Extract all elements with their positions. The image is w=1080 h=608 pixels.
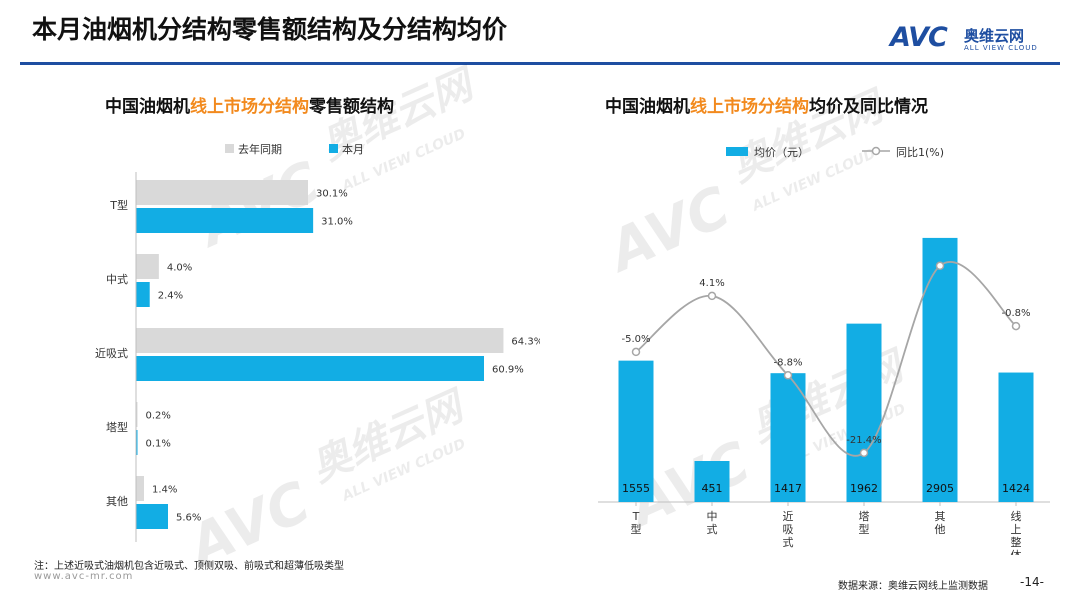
bar (770, 373, 806, 502)
legend-label: 同比1(%) (896, 146, 944, 159)
avc-logo: AVC 奥维云网 ALL VIEW CLOUD (890, 22, 1060, 56)
data-label: 0.2% (146, 411, 171, 422)
legend-swatch (726, 147, 748, 156)
line-point (1011, 321, 1021, 331)
legend-label: 去年同期 (238, 142, 282, 156)
data-label: 1.4% (152, 485, 177, 496)
category-label: 塔型 (106, 420, 128, 434)
data-label: 4.0% (167, 263, 192, 274)
right-chart-title-pre: 中国油烟机 (605, 97, 690, 117)
line-point (783, 371, 793, 380)
bar (998, 372, 1034, 502)
bar-value-label: 1424 (1002, 482, 1030, 495)
category-label: 近吸式 (95, 347, 128, 360)
line-data-label: -0.8% (1001, 308, 1030, 319)
line-data-label: -5.0% (621, 334, 650, 345)
line-data-label: 4.1% (699, 278, 724, 289)
data-label: 60.9% (492, 365, 524, 376)
line-point (631, 347, 641, 357)
page-number: -14- (1020, 575, 1044, 589)
data-label: 31.0% (321, 217, 353, 228)
left-chart-title-highlight: 线上市场分结构 (190, 97, 309, 117)
category-label: 其他 (935, 510, 946, 536)
left-chart-title-post: 零售额结构 (309, 97, 394, 117)
line-point (935, 261, 945, 271)
category-label: 塔型 (859, 510, 870, 536)
logo-en-text: ALL VIEW CLOUD (964, 44, 1038, 52)
bar (694, 461, 730, 502)
category-label: 中式 (707, 510, 718, 536)
line-data-label: -21.4% (846, 435, 881, 446)
page-title: 本月油烟机分结构零售额结构及分结构均价 (32, 15, 508, 44)
legend-label: 均价（元） (754, 146, 809, 159)
legend-marker (871, 146, 881, 156)
legend-swatch (329, 144, 338, 153)
bar-value-label: 1555 (622, 482, 650, 495)
bar (136, 356, 484, 381)
right-chart-title: 中国油烟机线上市场分结构均价及同比情况 (605, 92, 928, 117)
data-label: 30.1% (316, 189, 348, 200)
footnote: 注：上述近吸式油烟机包含近吸式、顶侧双吸、前吸式和超薄低吸类型 (34, 561, 344, 572)
data-label: 64.3% (511, 337, 540, 348)
bar-value-label: 2905 (926, 482, 954, 495)
legend-swatch (225, 144, 234, 153)
bar (136, 328, 504, 353)
category-label: 近吸式 (783, 510, 794, 549)
data-source: 数据来源：奥维云网线上监测数据 (838, 581, 988, 592)
line-point (707, 291, 717, 301)
bar (136, 430, 138, 455)
right-chart-title-post: 均价及同比情况 (809, 97, 928, 117)
data-label: 0.1% (146, 439, 171, 450)
title-divider (20, 62, 1060, 65)
bar (846, 323, 882, 502)
left-chart-title: 中国油烟机线上市场分结构零售额结构 (105, 92, 394, 117)
logo-mark: AVC (890, 22, 948, 53)
bar (136, 180, 308, 205)
site-url: www.avc-mr.com (34, 571, 134, 582)
bar (136, 282, 150, 307)
bar (618, 360, 654, 502)
price-combo-chart: 均价（元） 同比1(%) 1555 T 型 451 中式 1417 近吸式 1962 塔型 2905 其… (598, 146, 1050, 555)
bar-value-label: 451 (702, 482, 723, 495)
category-label: 线上整体 (1011, 509, 1022, 555)
bar (136, 208, 314, 233)
bar (136, 254, 159, 279)
line-data-label: -8.8% (773, 357, 802, 368)
share-bar-chart: 去年同期 本月 T型 30.1% 31.0% 中式 4.0% 2.4% 近吸式 64.3% 60.9… (95, 142, 540, 542)
bar-value-label: 1962 (850, 482, 878, 495)
right-chart-title-highlight: 线上市场分结构 (690, 97, 809, 117)
bar (136, 402, 138, 427)
category-label: T型 (109, 198, 128, 212)
legend-label: 本月 (342, 142, 364, 156)
data-label: 5.6% (176, 513, 201, 524)
logo-cn-text: 奥维云网 (964, 27, 1025, 45)
bar (922, 237, 958, 502)
category-label: 其他 (106, 495, 128, 508)
left-chart-title-pre: 中国油烟机 (105, 97, 190, 117)
line-point (859, 448, 869, 458)
category-label: 中式 (106, 273, 128, 286)
bar (136, 504, 168, 529)
yoy-line (635, 261, 1017, 457)
bar-value-label: 1417 (774, 482, 802, 495)
data-label: 2.4% (158, 291, 183, 302)
bar (136, 476, 144, 501)
